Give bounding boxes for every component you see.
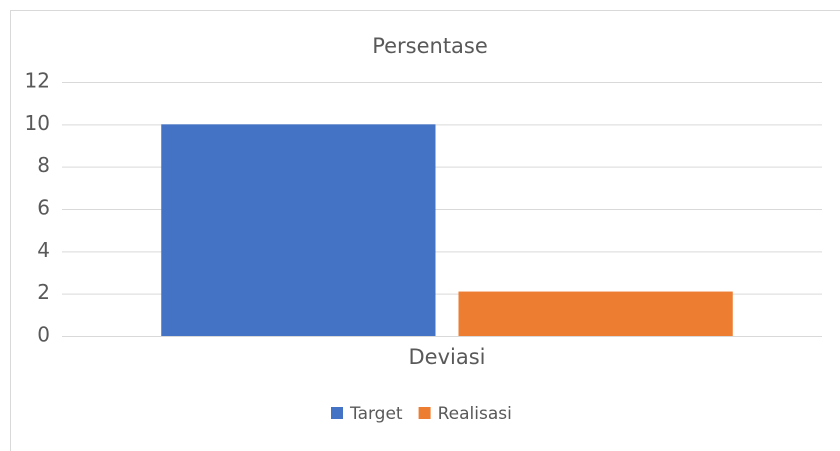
y-tick-label: 2 — [37, 280, 50, 304]
y-tick-label: 0 — [37, 323, 50, 347]
y-tick-label: 12 — [25, 69, 50, 93]
legend-swatch — [331, 407, 343, 419]
legend-label: Target — [349, 404, 403, 424]
legend-label: Realisasi — [438, 404, 512, 424]
chart-title: Persentase — [372, 34, 488, 58]
y-tick-label: 6 — [37, 196, 50, 220]
x-tick-label: Deviasi — [409, 345, 486, 369]
bar — [161, 124, 436, 336]
y-tick-label: 10 — [25, 111, 50, 135]
y-tick-label: 8 — [37, 153, 50, 177]
y-tick-label: 4 — [37, 238, 50, 262]
legend-swatch — [418, 407, 431, 419]
bar — [458, 291, 733, 336]
